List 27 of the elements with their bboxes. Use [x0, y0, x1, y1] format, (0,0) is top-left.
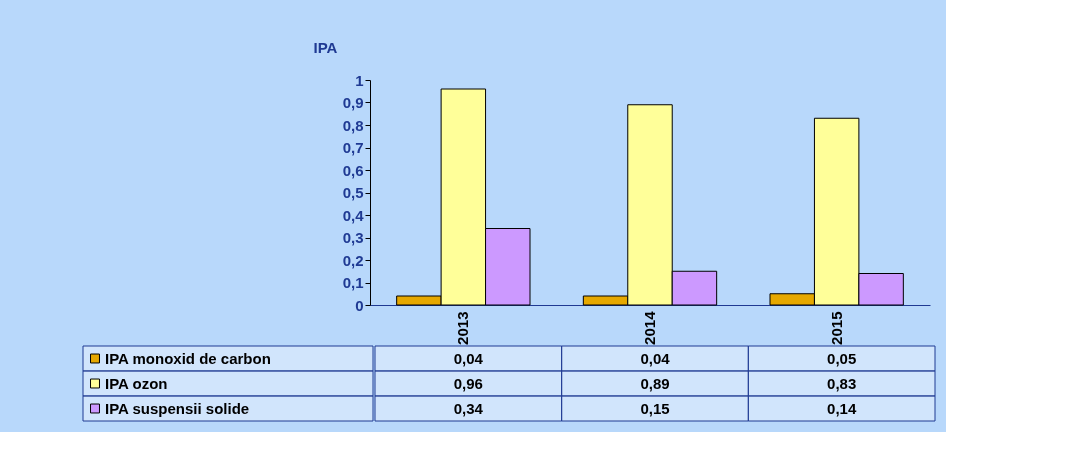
data-label: 0,04: [640, 349, 671, 367]
legend-label: IPA suspensii solide: [105, 399, 250, 417]
data-label: 0,04: [453, 349, 484, 367]
x-tick-label: 2015: [827, 311, 845, 345]
legend-label: IPA ozon: [105, 374, 168, 392]
x-tick-label: 2014: [641, 310, 658, 345]
x-tick-label: 2013: [454, 311, 472, 345]
y-tick-label: 0,8: [342, 116, 364, 134]
data-label: 0,89: [640, 374, 670, 392]
legend-label: IPA monoxid de carbon: [105, 349, 271, 367]
y-tick-label: 0,9: [342, 94, 364, 111]
y-tick-label: 0,4: [342, 206, 365, 224]
data-label: 0,15: [640, 399, 670, 417]
y-tick-label: 0,5: [342, 184, 364, 201]
y-tick-label: 0,2: [342, 251, 364, 269]
y-tick-label: 0,1: [342, 274, 364, 291]
data-label: 0,14: [827, 399, 857, 417]
data-label: 0,83: [827, 374, 857, 392]
y-tick-label: 0: [355, 296, 364, 314]
y-axis-title: IPA: [313, 38, 338, 56]
data-label: 0,05: [827, 349, 857, 367]
y-tick-label: 0,7: [342, 139, 364, 156]
y-tick-label: 0,6: [342, 161, 364, 179]
data-label: 0,34: [453, 399, 484, 417]
y-tick-label: 1: [355, 71, 364, 89]
data-label: 0,96: [453, 374, 483, 392]
y-tick-label: 0,3: [342, 229, 364, 246]
